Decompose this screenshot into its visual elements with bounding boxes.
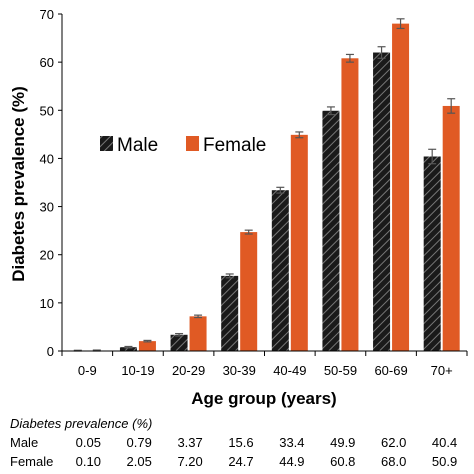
bar-male-10-19	[119, 347, 137, 351]
bar-male-40-49	[271, 190, 289, 351]
table-cell: 0.05	[75, 435, 101, 450]
axes	[58, 13, 468, 356]
y-tick-label: 40	[40, 151, 54, 166]
table-cell: 62.0	[381, 435, 407, 450]
legend: Male Female	[100, 135, 266, 156]
y-tick-label: 20	[40, 248, 54, 263]
table-cell: 15.6	[228, 435, 254, 450]
y-axis-label: Diabetes prevalence (%)	[9, 86, 28, 282]
bars	[69, 18, 460, 352]
table-cell: 44.9	[279, 454, 305, 469]
bar-female-70+	[442, 105, 460, 352]
table-cell: 24.7	[228, 454, 254, 469]
legend-swatch-male	[100, 136, 113, 151]
x-tick-label: 30-39	[223, 363, 256, 378]
bar-male-60-69	[373, 52, 391, 352]
table-cell: 0.10	[75, 454, 101, 469]
bar-female-60-69	[392, 23, 410, 351]
bar-female-20-29	[189, 316, 207, 351]
table-cell: 33.4	[279, 435, 305, 450]
table-cell: 49.9	[330, 435, 356, 450]
x-tick-label: 20-29	[172, 363, 205, 378]
y-tick-label: 10	[40, 296, 54, 311]
x-tick-label: 50-59	[324, 363, 357, 378]
bar-female-10-19	[138, 341, 156, 351]
table-cell: 50.9	[431, 454, 458, 469]
x-tick-label: 40-49	[273, 363, 306, 378]
table-cell: 0.79	[126, 435, 152, 450]
x-tick-label: 70+	[431, 363, 453, 378]
x-axis-label: Age group (years)	[191, 389, 336, 408]
row-label: Male	[10, 435, 39, 450]
bar-male-70+	[423, 156, 441, 351]
y-tick-label: 70	[40, 7, 54, 22]
table-caption: Diabetes prevalence (%)	[10, 416, 153, 431]
row-label: Female	[10, 454, 54, 469]
x-tick-label: 60-69	[374, 363, 407, 378]
y-tick-label: 60	[40, 55, 54, 70]
bar-female-40-49	[290, 134, 308, 351]
y-tick-label: 30	[40, 200, 54, 215]
y-tick-label: 0	[47, 344, 54, 359]
table-cell: 40.4	[431, 435, 458, 450]
y-tick-label: 50	[40, 103, 54, 118]
table-cell: 7.20	[177, 454, 203, 469]
legend-swatch-female	[186, 136, 199, 151]
y-axis-ticks: 0 10 20 30 40 50 60 70	[40, 7, 54, 359]
table-cell: 68.0	[381, 454, 407, 469]
table-row-male: Male 0.05 0.79 3.37 15.6 33.4 49.9 62.0 …	[10, 433, 470, 452]
bar-male-20-29	[170, 334, 188, 351]
table-cell: 3.37	[177, 435, 203, 450]
data-table: Diabetes prevalence (%) Male 0.05 0.79 3…	[10, 414, 470, 471]
table-cell: 60.8	[330, 454, 356, 469]
x-tick-label: 10-19	[121, 363, 154, 378]
table-cell: 2.05	[126, 454, 152, 469]
legend-label-male: Male	[117, 135, 158, 156]
x-tick-label: 0-9	[78, 363, 97, 378]
bar-male-50-59	[322, 110, 340, 351]
bar-female-30-39	[240, 232, 258, 351]
x-axis-ticks: 0-9 10-19 20-29 30-39 40-49 50-59 60-69 70+	[78, 363, 453, 378]
legend-label-female: Female	[203, 135, 266, 156]
bar-male-30-39	[221, 275, 239, 351]
bar-female-50-59	[341, 58, 359, 351]
table-row-female: Female 0.10 2.05 7.20 24.7 44.9 60.8 68.…	[10, 452, 470, 471]
